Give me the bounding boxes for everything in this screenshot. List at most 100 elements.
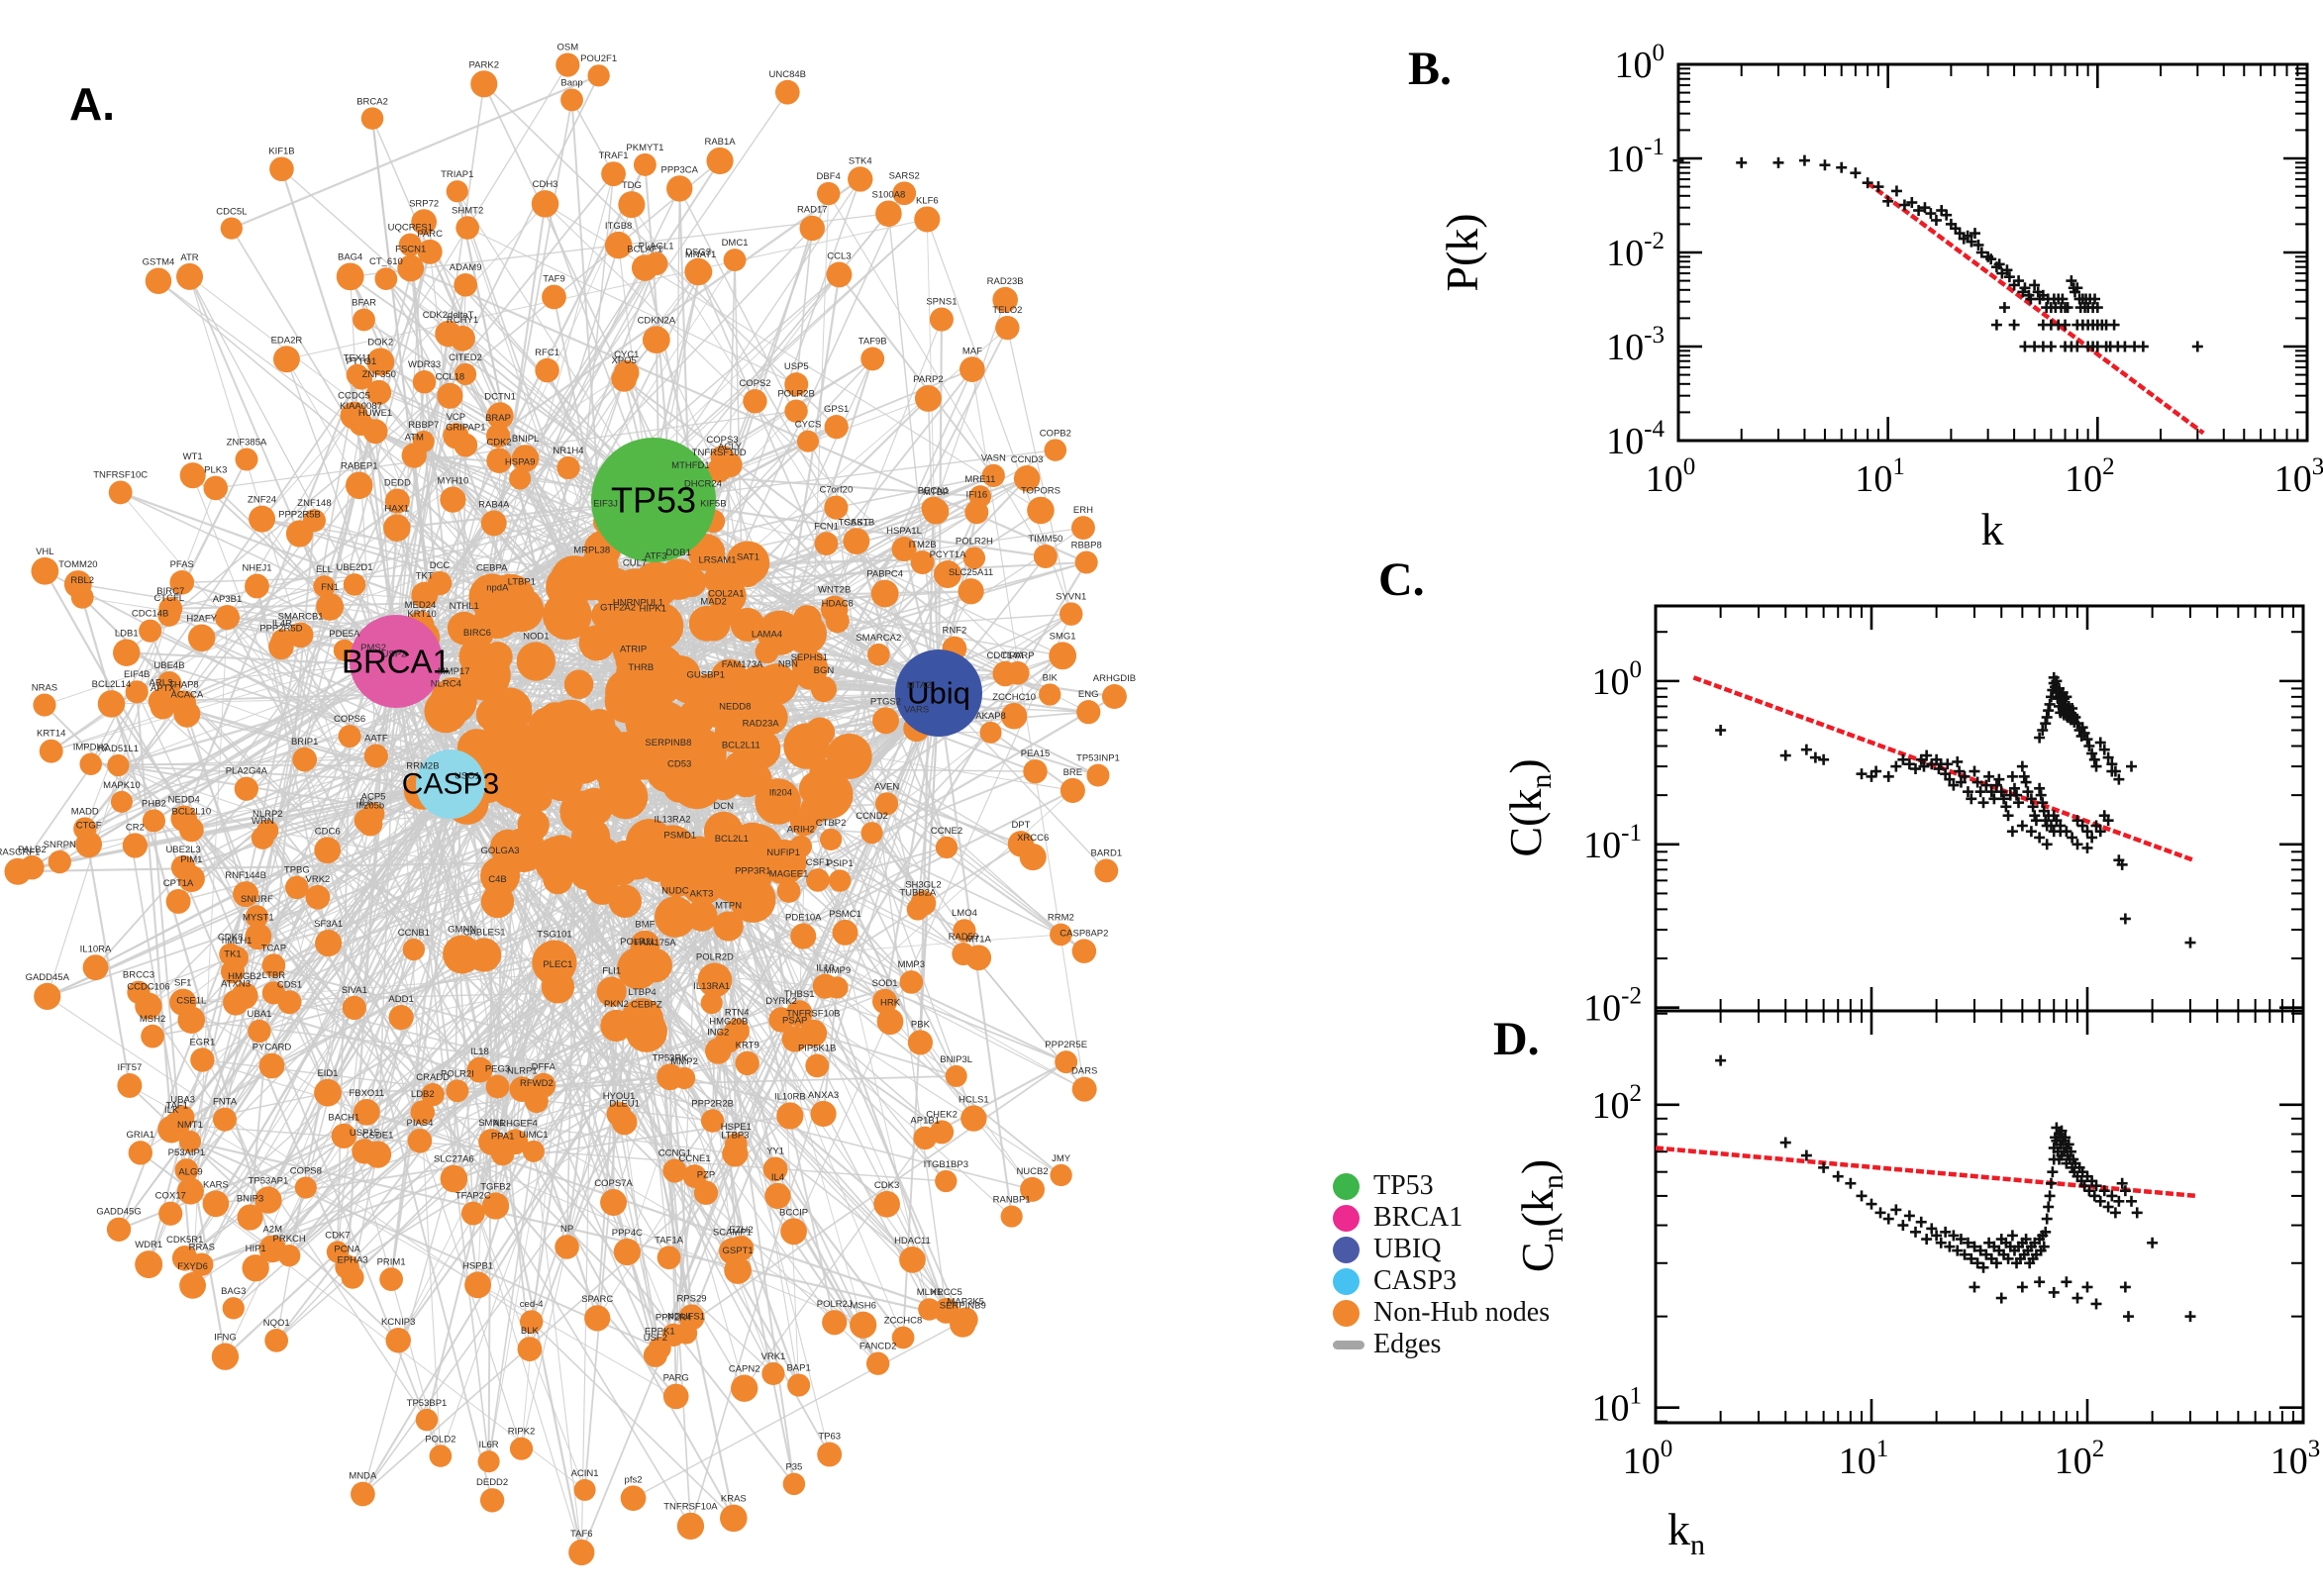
network-node: [225, 946, 250, 970]
node-label: ITGB8: [605, 221, 632, 232]
network-node: [145, 267, 172, 295]
network-node: [214, 605, 241, 631]
network-node: [563, 669, 594, 700]
network-node: [470, 70, 498, 98]
node-label: BNIP3L: [940, 1054, 972, 1065]
node-label: RAD51L1: [98, 744, 139, 754]
node-label: PLA2G4A: [226, 766, 268, 777]
node-label: BFAR: [352, 298, 376, 309]
network-edge: [286, 219, 928, 360]
network-node: [270, 629, 294, 651]
node-label: PARC: [417, 229, 443, 240]
node-label: CCNE1: [678, 1153, 710, 1164]
network-node: [292, 747, 318, 772]
network-node: [655, 896, 696, 938]
node-label: HUWE1: [358, 408, 392, 419]
network-node: [142, 809, 166, 833]
network-edge: [266, 830, 435, 1096]
network-node: [519, 1310, 544, 1334]
network-node: [202, 1190, 230, 1218]
network-edge: [136, 691, 173, 1130]
network-node: [258, 1235, 287, 1263]
node-label: MTPN: [715, 900, 742, 911]
network-node: [158, 596, 183, 621]
node-label: RBL2: [70, 575, 94, 586]
network-node: [1050, 923, 1072, 947]
network-node: [812, 973, 838, 999]
node-label: CSDE1: [362, 1130, 394, 1141]
node-label: EPHA3: [337, 1255, 367, 1266]
network-node: [743, 389, 767, 414]
node-label: ADAM9: [450, 262, 482, 273]
node-label: ZNF385A: [227, 438, 267, 449]
node-label: CR2: [126, 822, 145, 833]
node-label: DHCR24: [684, 479, 722, 490]
network-node: [158, 1201, 183, 1226]
network-node: [817, 1442, 843, 1467]
node-label: TAF1: [165, 1101, 188, 1112]
network-node: [466, 1056, 493, 1083]
network-edge: [110, 703, 349, 1268]
network-node: [1033, 545, 1058, 569]
network-node: [258, 1052, 285, 1079]
node-label: PIP5K1B: [798, 1044, 837, 1054]
network-node: [190, 1252, 214, 1276]
node-label: KIAA0087: [340, 401, 382, 412]
node-label: DBF4: [817, 171, 841, 182]
network-node: [995, 315, 1020, 341]
node-label: MRE11: [964, 474, 995, 485]
node-label: ATXN3: [221, 979, 251, 990]
node-label: MAP3K5: [947, 1296, 984, 1307]
node-label: RTN4: [725, 1008, 750, 1019]
network-node: [780, 1218, 807, 1246]
network-node: [117, 1072, 143, 1098]
y-axis-label: C(kn): [1500, 758, 1558, 856]
node-label: SF1: [174, 978, 191, 989]
legend-label: BRCA1: [1373, 1202, 1464, 1233]
node-label: ZNF24: [248, 495, 276, 506]
node-label: TP53RK: [653, 1052, 689, 1063]
network-node: [509, 467, 532, 490]
network-node: [446, 180, 468, 203]
node-label: HIPK1: [640, 603, 666, 614]
node-label: KIF1B: [268, 146, 294, 156]
node-label: LTBP1: [508, 576, 536, 587]
network-node: [981, 463, 1005, 487]
node-label: BECN1: [918, 486, 950, 497]
node-label: S100A8: [871, 189, 905, 200]
network-node: [454, 272, 477, 297]
network-node: [466, 938, 502, 972]
network-node: [245, 573, 269, 599]
node-label: TNFRSF10C: [93, 470, 148, 481]
node-label: NP: [560, 1224, 573, 1235]
network-node: [315, 929, 343, 957]
node-label: USP2: [382, 648, 407, 659]
node-label: CCNB1: [398, 928, 430, 939]
node-label: MAF: [962, 346, 982, 356]
legend-item-edges: Edges: [1333, 1329, 1550, 1360]
plot-frame: [1654, 604, 2305, 1013]
node-label: EPPK1: [645, 1326, 675, 1337]
node-label: PALB2: [18, 845, 47, 855]
node-label: HNRNPUL1: [613, 597, 663, 608]
node-label: CTBP2: [816, 818, 847, 829]
network-node: [479, 1488, 505, 1513]
node-label: GADD45A: [26, 972, 70, 983]
node-label: DCN: [713, 801, 734, 812]
network-node: [1039, 683, 1061, 706]
network-edge: [828, 193, 1047, 557]
network-node: [461, 616, 495, 649]
brca1-dot-icon: [1333, 1204, 1360, 1232]
node-label: HMG20B: [709, 1016, 748, 1027]
network-node: [509, 1437, 534, 1460]
node-label: DLEU1: [609, 1098, 640, 1109]
node-label: ITM2B: [909, 540, 937, 550]
node-label: CCDC5: [338, 391, 370, 402]
network-edge: [190, 445, 466, 831]
node-label: PLAGL1: [639, 241, 674, 251]
network-node: [606, 1101, 632, 1127]
network-node: [174, 1158, 199, 1182]
network-edge: [570, 99, 615, 175]
network-node: [791, 649, 829, 686]
network-node: [314, 1078, 342, 1107]
